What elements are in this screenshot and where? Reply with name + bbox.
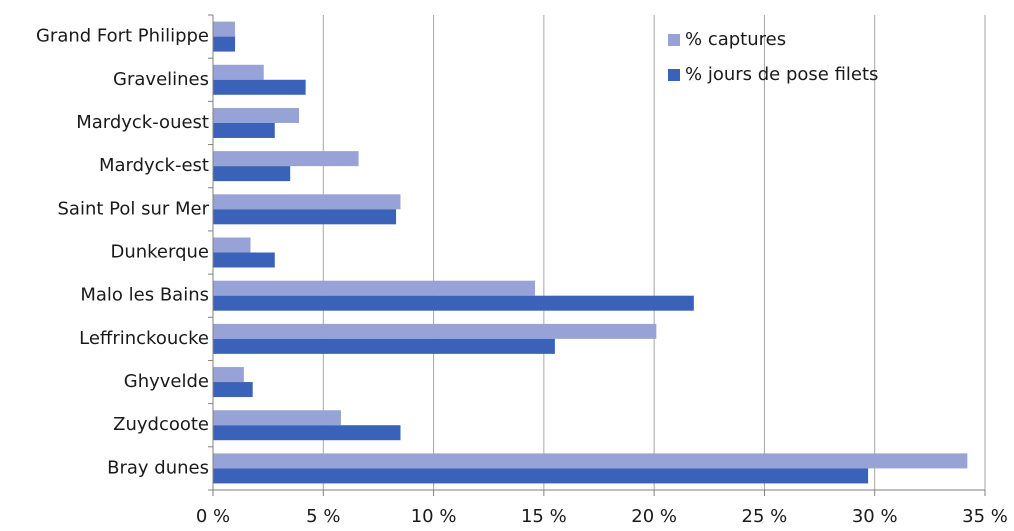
- bar: [213, 323, 657, 339]
- y-tick-label: Zuydcoote: [113, 414, 209, 435]
- bar: [213, 194, 401, 210]
- x-tick-label: 5 %: [306, 506, 340, 527]
- bar: [213, 151, 359, 167]
- bar: [213, 468, 869, 484]
- x-tick-label: 10 %: [411, 506, 457, 527]
- bar: [213, 295, 694, 311]
- x-tick-label: 30 %: [852, 506, 898, 527]
- bar: [213, 252, 275, 268]
- y-tick-label: Ghyvelde: [124, 371, 209, 392]
- bar: [213, 166, 291, 182]
- y-tick-label: Saint Pol sur Mer: [57, 198, 209, 219]
- x-tick-label: 0 %: [196, 506, 230, 527]
- y-tick-label: Grand Fort Philippe: [36, 26, 209, 47]
- bar: [213, 36, 236, 52]
- bar: [213, 79, 306, 95]
- bar: [213, 237, 251, 253]
- y-tick-label: Bray dunes: [107, 457, 209, 478]
- bar: [213, 107, 300, 123]
- bar: [213, 21, 236, 37]
- bar: [213, 280, 536, 296]
- bar: [213, 425, 401, 441]
- x-tick-label: 15 %: [521, 506, 567, 527]
- bar: [213, 209, 397, 225]
- legend-label: % captures: [685, 29, 786, 50]
- y-tick-label: Mardyck-ouest: [76, 112, 209, 133]
- bar: [213, 64, 264, 80]
- y-tick-label: Malo les Bains: [80, 285, 209, 306]
- y-tick-label: Dunkerque: [110, 242, 209, 263]
- x-tick-label: 25 %: [742, 506, 788, 527]
- x-tick-label: 35 %: [962, 506, 1008, 527]
- bar: [213, 410, 341, 426]
- x-tick-label: 20 %: [631, 506, 677, 527]
- bar: [213, 367, 244, 383]
- bar: [213, 338, 555, 354]
- bar: [213, 122, 275, 138]
- y-tick-label: Gravelines: [113, 69, 209, 90]
- legend-swatch: [668, 34, 680, 46]
- legend-swatch: [668, 69, 680, 81]
- bar: [213, 453, 968, 469]
- y-tick-label: Mardyck-est: [99, 155, 209, 176]
- y-tick-label: Leffrinckoucke: [79, 328, 209, 349]
- legend-label: % jours de pose filets: [685, 64, 878, 85]
- bar: [213, 382, 253, 398]
